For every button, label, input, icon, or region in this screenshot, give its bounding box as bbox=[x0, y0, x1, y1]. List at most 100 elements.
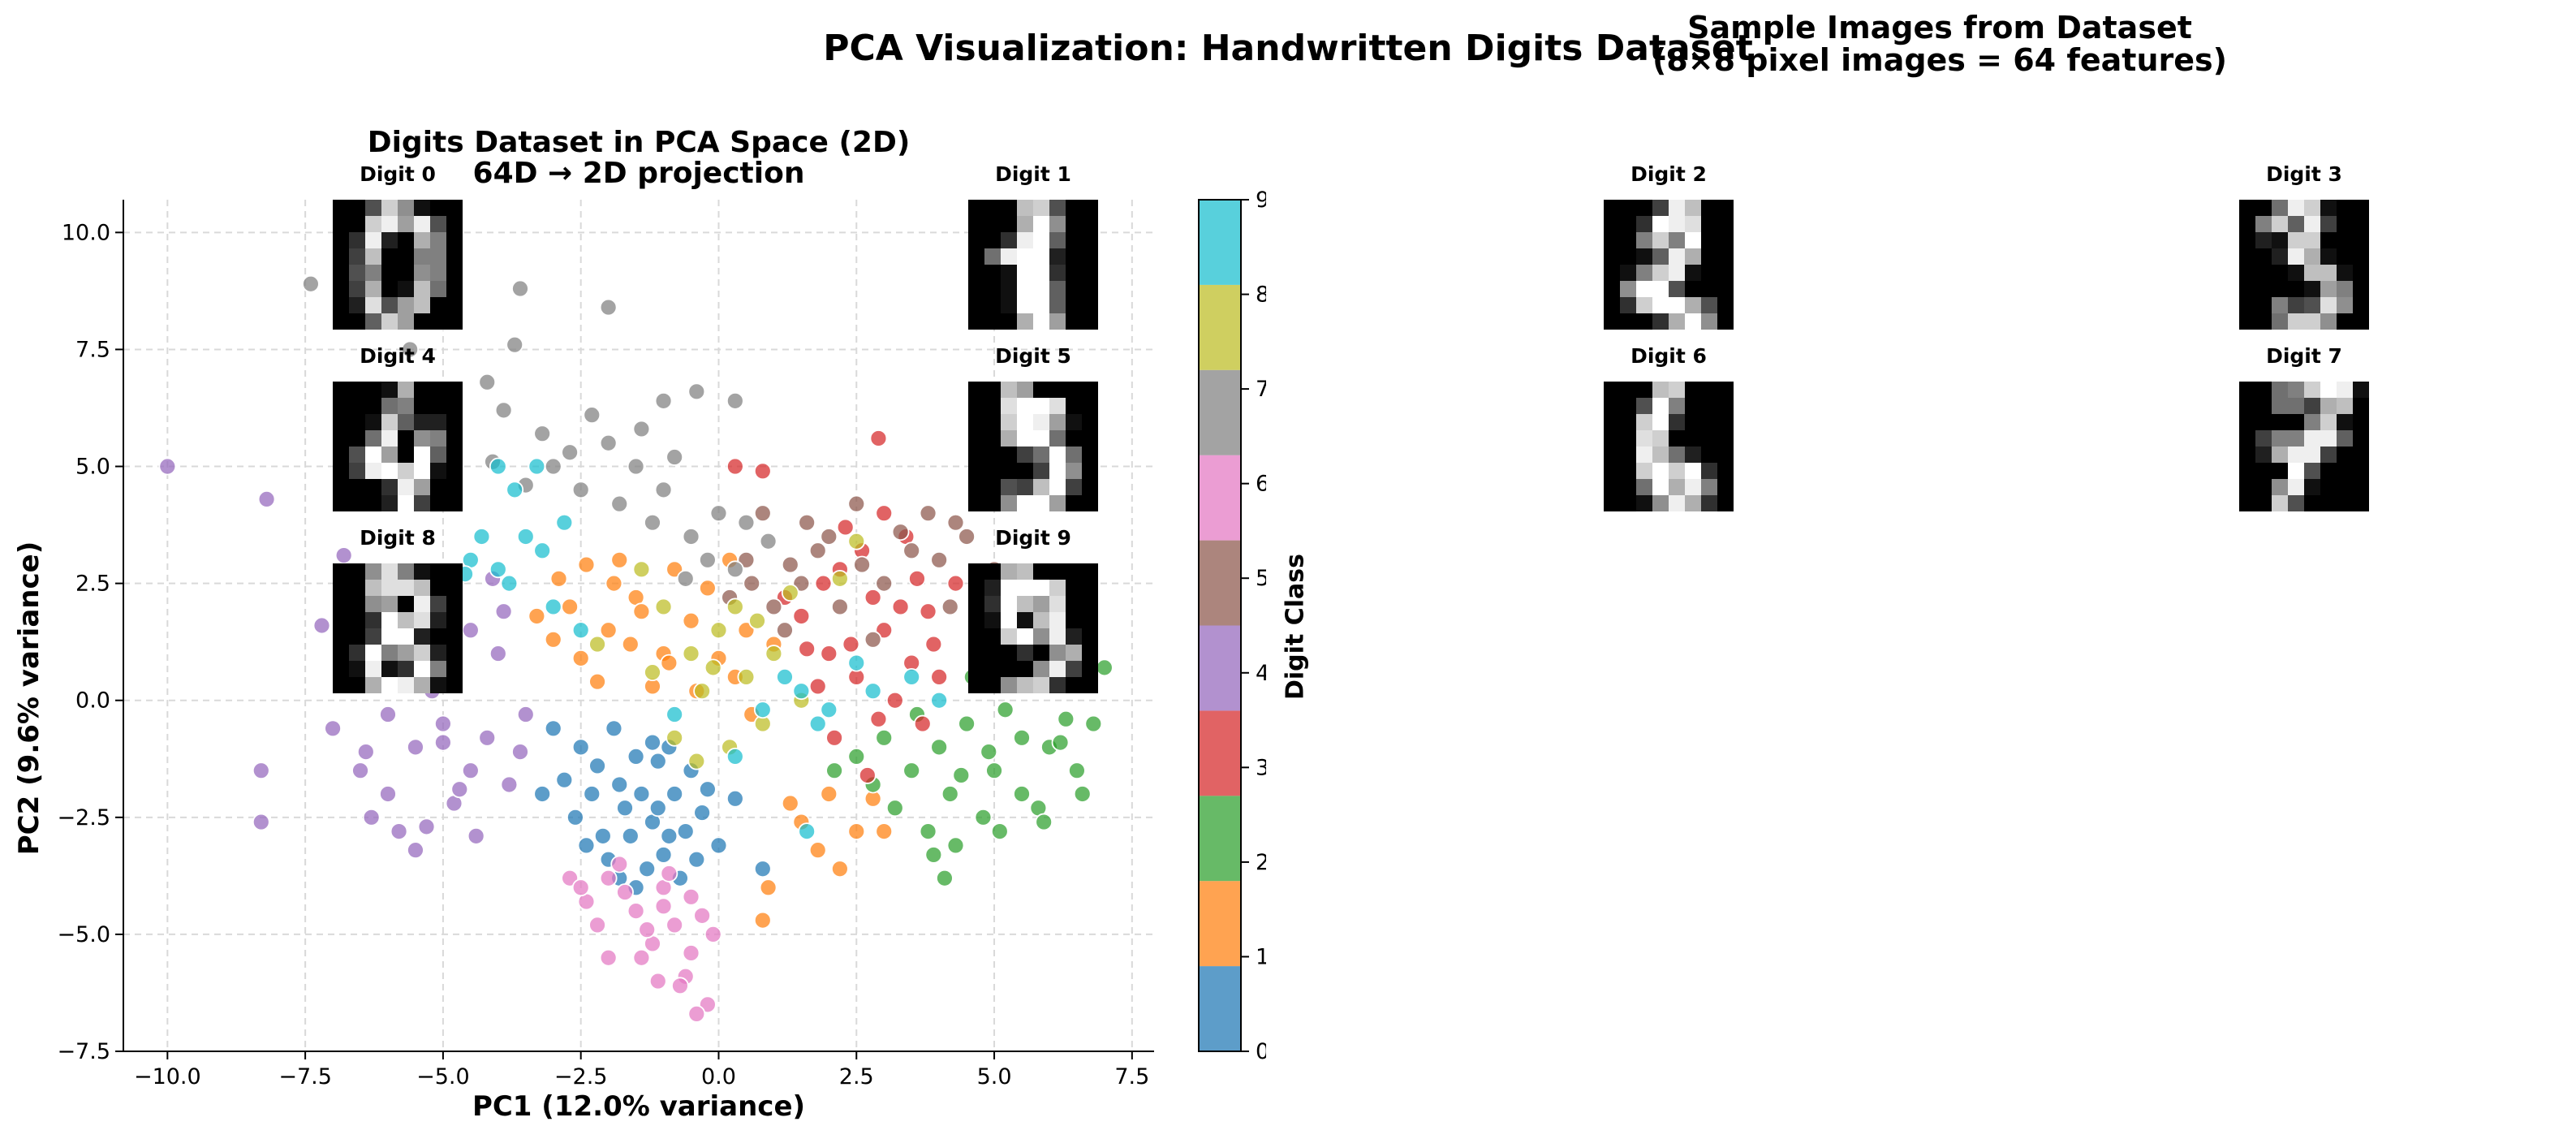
digit-pixel bbox=[381, 216, 398, 232]
scatter-point-digit-3 bbox=[814, 574, 833, 593]
digit-pixel bbox=[1604, 248, 1620, 265]
digit-pixel bbox=[2272, 382, 2288, 398]
digit-pixel bbox=[1717, 216, 1734, 232]
digit-pixel bbox=[446, 430, 463, 447]
scatter-point-digit-4 bbox=[351, 761, 369, 780]
digit-pixel bbox=[1049, 216, 1066, 232]
digit-pixel bbox=[1017, 313, 1033, 330]
digit-pixel bbox=[333, 479, 349, 495]
digit-pixel bbox=[1017, 248, 1033, 265]
digit-pixel bbox=[2239, 281, 2255, 297]
digit-pixel bbox=[1049, 281, 1066, 297]
digit-pixel bbox=[1033, 677, 1049, 693]
digit-pixel bbox=[365, 479, 381, 495]
scatter-point-digit-5 bbox=[830, 598, 849, 616]
digit-pixel bbox=[381, 447, 398, 463]
scatter-point-digit-8 bbox=[765, 645, 783, 662]
digit-pixel bbox=[446, 463, 463, 479]
scatter-point-digit-6 bbox=[704, 925, 722, 943]
digit-pixel bbox=[1033, 313, 1049, 330]
digit-pixel bbox=[365, 628, 381, 645]
digit-pixel bbox=[1001, 216, 1017, 232]
digit-pixel bbox=[1636, 313, 1652, 330]
scatter-point-digit-8 bbox=[666, 728, 684, 747]
digit-pixel bbox=[446, 232, 463, 248]
scatter-point-digit-9 bbox=[489, 560, 507, 579]
digit-pixel bbox=[430, 612, 446, 628]
scatter-point-digit-1 bbox=[588, 672, 606, 691]
digit-sample-title: Digit 2 bbox=[1630, 162, 1707, 186]
digit-pixel bbox=[349, 677, 365, 693]
digit-pixel bbox=[446, 216, 463, 232]
scatter-point-digit-6 bbox=[599, 948, 618, 967]
scatter-point-digit-8 bbox=[847, 532, 866, 550]
digit-pixel bbox=[2255, 232, 2272, 248]
digit-pixel bbox=[381, 645, 398, 661]
digit-pixel bbox=[2255, 313, 2272, 330]
digit-pixel bbox=[349, 281, 365, 297]
colorbar-segment-0 bbox=[1199, 966, 1241, 1051]
digit-pixel bbox=[414, 661, 430, 677]
digit-pixel bbox=[414, 628, 430, 645]
digit-pixel-image bbox=[333, 200, 463, 330]
digit-pixel bbox=[2304, 216, 2320, 232]
x-tick-label: −7.5 bbox=[278, 1064, 332, 1089]
scatter-title-line1: Digits Dataset in PCA Space (2D) bbox=[367, 126, 911, 159]
scatter-point-digit-0 bbox=[605, 719, 623, 738]
scatter-point-digit-2 bbox=[990, 822, 1009, 841]
digit-pixel bbox=[2353, 297, 2369, 313]
digit-pixel bbox=[1669, 232, 1685, 248]
digit-pixel bbox=[2337, 297, 2353, 313]
digit-pixel bbox=[381, 414, 398, 430]
scatter-point-digit-1 bbox=[561, 598, 579, 616]
scatter-point-digit-0 bbox=[666, 785, 684, 803]
scatter-point-digit-7 bbox=[687, 382, 706, 401]
digit-pixel bbox=[349, 563, 365, 580]
digit-pixel bbox=[1636, 398, 1652, 414]
digit-pixel bbox=[1049, 200, 1066, 216]
digit-pixel bbox=[2288, 232, 2304, 248]
scatter-point-digit-9 bbox=[666, 705, 684, 723]
digit-pixel bbox=[1033, 596, 1049, 612]
digit-pixel bbox=[349, 216, 365, 232]
colorbar-segment-8 bbox=[1199, 284, 1241, 370]
scatter-point-digit-3 bbox=[924, 635, 943, 654]
digit-pixel bbox=[1669, 382, 1685, 398]
digit-pixel bbox=[381, 612, 398, 628]
x-tick-label: 5.0 bbox=[977, 1064, 1012, 1089]
digit-pixel bbox=[430, 596, 446, 612]
scatter-point-digit-0 bbox=[583, 785, 601, 803]
scatter-point-digit-0 bbox=[687, 850, 706, 869]
digit-pixel bbox=[1669, 248, 1685, 265]
digit-pixel bbox=[381, 596, 398, 612]
digit-pixel bbox=[1033, 382, 1049, 398]
digit-pixel bbox=[1717, 430, 1734, 447]
scatter-point-digit-7 bbox=[494, 401, 513, 420]
colorbar-tick-label: 2 bbox=[1256, 850, 1266, 875]
digit-pixel bbox=[2288, 281, 2304, 297]
digit-pixel bbox=[1017, 596, 1033, 612]
scatter-point-digit-8 bbox=[704, 658, 722, 677]
scatter-point-digit-3 bbox=[885, 691, 904, 710]
digit-pixel bbox=[2272, 414, 2288, 430]
scatter-point-digit-9 bbox=[808, 714, 827, 733]
scatter-point-digit-5 bbox=[891, 523, 910, 541]
digit-pixel bbox=[2255, 216, 2272, 232]
colorbar-tick-label: 0 bbox=[1256, 1039, 1266, 1064]
scatter-point-digit-2 bbox=[919, 822, 937, 841]
digit-pixel bbox=[446, 248, 463, 265]
digit-pixel bbox=[1082, 297, 1098, 313]
digit-pixel bbox=[333, 398, 349, 414]
digit-pixel bbox=[446, 297, 463, 313]
digit-pixel bbox=[968, 430, 984, 447]
digit-pixel bbox=[968, 580, 984, 596]
digit-pixel bbox=[446, 382, 463, 398]
digit-pixel bbox=[2272, 313, 2288, 330]
digit-pixel bbox=[2353, 382, 2369, 398]
digit-sample-title: Digit 9 bbox=[995, 526, 1071, 550]
digit-pixel bbox=[1049, 628, 1066, 645]
digit-pixel bbox=[2353, 463, 2369, 479]
scatter-point-digit-7 bbox=[698, 550, 717, 569]
digit-pixel bbox=[381, 580, 398, 596]
y-tick-label: 5.0 bbox=[75, 455, 110, 480]
